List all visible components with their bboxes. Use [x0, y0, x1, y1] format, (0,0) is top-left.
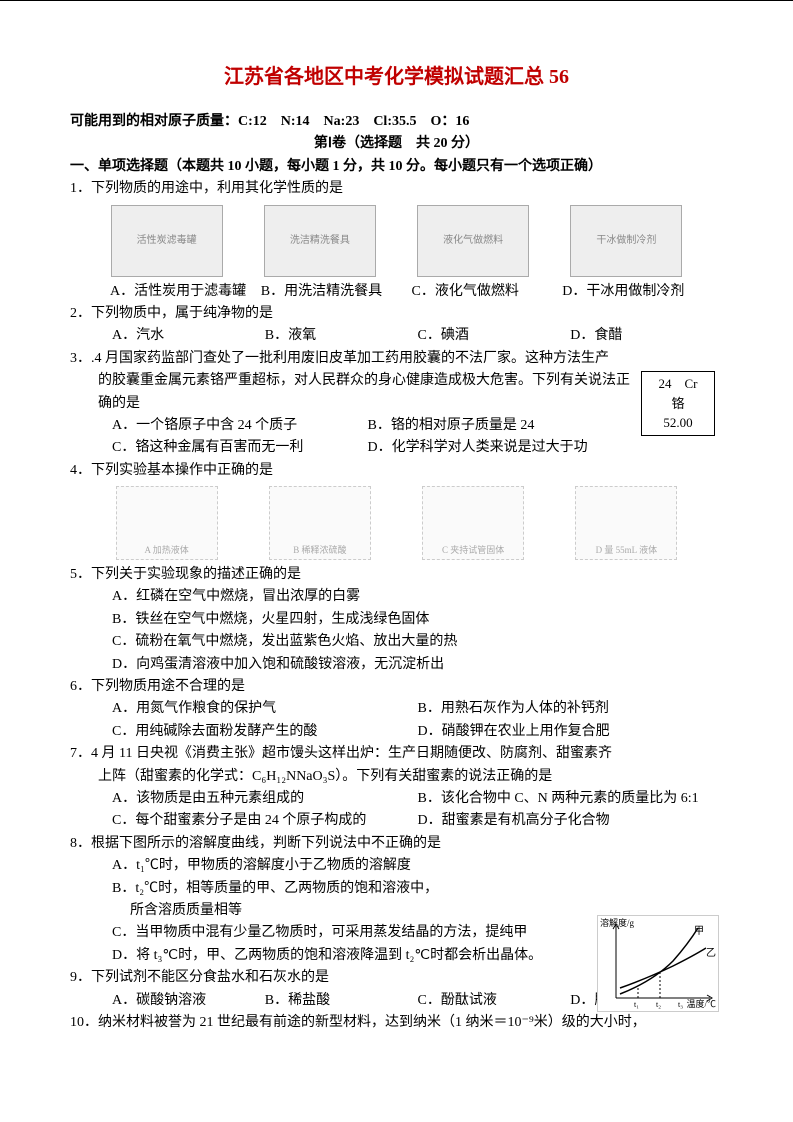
q3-line1: 3．.4 月国家药监部门查处了一批利用废旧皮革加工药用胶囊的不法厂家。这种方法生… [70, 348, 723, 370]
q2-opt-a: A．汽水 [112, 325, 265, 347]
part1-heading: 一、单项选择题（本题共 10 小题，每小题 1 分，共 10 分。每小题只有一个… [70, 156, 723, 178]
q6-row2: C．用纯碱除去面粉发酵产生的酸 D．硝酸钾在农业上用作复合肥 [70, 721, 723, 743]
q4-diagram-a: A 加热液体 [116, 486, 218, 560]
q7-line2: 上阵（甜蜜素的化学式：C₆H₁₂NNaO₃S）。下列有关甜蜜素的说法正确的是 [70, 766, 723, 788]
main-title: 江苏省各地区中考化学模拟试题汇总 56 [70, 61, 723, 93]
chart-y-label: 溶解度/g [600, 916, 634, 930]
svg-text:t₃: t₃ [678, 1000, 683, 1009]
q1-options: A．活性炭用于滤毒罐 B．用洗洁精洗餐具 C．液化气做燃料 D．干冰用做制冷剂 [70, 281, 723, 303]
q9-opt-b: B．稀盐酸 [265, 990, 418, 1012]
q3-opt-c: C．铬这种金属有百害而无一利 [112, 437, 368, 459]
q4-diagram-row: A 加热液体 B 稀释浓硫酸 C 夹持试管固体 D 量 55mL 液体 [90, 486, 703, 560]
q4-diagram-c: C 夹持试管固体 [422, 486, 524, 560]
chromium-info-box: 24 Cr 铬 52.00 [641, 371, 715, 436]
q5-opt-b: B．铁丝在空气中燃烧，火星四射，生成浅绿色固体 [70, 609, 723, 631]
q6-opt-c: C．用纯碱除去面粉发酵产生的酸 [112, 721, 418, 743]
q8-opt-b1: B．t₂℃时，相等质量的甲、乙两物质的饱和溶液中， [70, 878, 723, 900]
cr-top: 24 Cr [646, 374, 710, 394]
q1-image-row: 活性炭滤毒罐 洗洁精洗餐具 液化气做燃料 干冰做制冷剂 [90, 205, 703, 277]
q7-opt-b: B．该化合物中 C、N 两种元素的质量比为 6:1 [418, 788, 724, 810]
q2-opt-d: D．食醋 [570, 325, 723, 347]
q2-options: A．汽水 B．液氧 C．碘酒 D．食醋 [70, 325, 723, 347]
q4-stem: 4．下列实验基本操作中正确的是 [70, 460, 723, 482]
chart-series-b: 乙 [706, 946, 716, 962]
q3-line3: 确的是 [70, 393, 723, 415]
q6-opt-d: D．硝酸钾在农业上用作复合肥 [418, 721, 724, 743]
q1-opt-b: B．用洗洁精洗餐具 [261, 281, 412, 303]
q7-row1: A．该物质是由五种元素组成的 B．该化合物中 C、N 两种元素的质量比为 6:1 [70, 788, 723, 810]
q1-opt-d: D．干冰用做制冷剂 [562, 281, 713, 303]
section-label: 第Ⅰ卷（选择题 共 20 分） [70, 133, 723, 155]
q5-opt-d: D．向鸡蛋清溶液中加入饱和硫酸铵溶液，无沉淀析出 [70, 654, 723, 676]
q6-opt-b: B．用熟石灰作为人体的补钙剂 [418, 698, 724, 720]
q3-opt-d: D．化学科学对人类来说是过大于功 [368, 437, 724, 459]
q1-stem: 1．下列物质的用途中，利用其化学性质的是 [70, 178, 723, 200]
q2-opt-b: B．液氧 [265, 325, 418, 347]
q1-image-c: 液化气做燃料 [417, 205, 529, 277]
q2-opt-c: C．碘酒 [418, 325, 571, 347]
q9-opt-a: A．碳酸钠溶液 [112, 990, 265, 1012]
q3-row2: C．铬这种金属有百害而无一利 D．化学科学对人类来说是过大于功 [70, 437, 723, 459]
atomic-mass: 可能用到的相对原子质量：C:12 N:14 Na:23 Cl:35.5 O：16 [70, 111, 723, 133]
chart-series-a: 甲 [694, 924, 704, 940]
q2-stem: 2．下列物质中，属于纯净物的是 [70, 303, 723, 325]
q6-row1: A．用氮气作粮食的保护气 B．用熟石灰作为人体的补钙剂 [70, 698, 723, 720]
q7-row2: C．每个甜蜜素分子是由 24 个原子构成的 D．甜蜜素是有机高分子化合物 [70, 810, 723, 832]
q6-opt-a: A．用氮气作粮食的保护气 [112, 698, 418, 720]
q5-opt-a: A．红磷在空气中燃烧，冒出浓厚的白雾 [70, 586, 723, 608]
q8-opt-a: A．t₁℃时，甲物质的溶解度小于乙物质的溶解度 [70, 855, 723, 877]
q7-opt-a: A．该物质是由五种元素组成的 [112, 788, 418, 810]
q6-stem: 6．下列物质用途不合理的是 [70, 676, 723, 698]
q8-stem: 8．根据下图所示的溶解度曲线，判断下列说法中不正确的是 [70, 833, 723, 855]
cr-bot: 52.00 [646, 413, 710, 433]
q1-image-d: 干冰做制冷剂 [570, 205, 682, 277]
q1-opt-a: A．活性炭用于滤毒罐 [110, 281, 261, 303]
q1-opt-c: C．液化气做燃料 [412, 281, 563, 303]
q5-opt-c: C．硫粉在氧气中燃烧，发出蓝紫色火焰、放出大量的热 [70, 631, 723, 653]
cr-mid: 铬 [646, 394, 710, 414]
q9-opt-c: C．酚酞试液 [418, 990, 571, 1012]
q4-diagram-b: B 稀释浓硫酸 [269, 486, 371, 560]
svg-text:t₁: t₁ [634, 1000, 639, 1009]
q7-opt-c: C．每个甜蜜素分子是由 24 个原子构成的 [112, 810, 418, 832]
solubility-chart: t₁ t₂ t₃ 溶解度/g 温度/℃ 甲 乙 [597, 915, 719, 1012]
q3-opt-a: A．一个铬原子中含 24 个质子 [112, 415, 368, 437]
q1-image-a: 活性炭滤毒罐 [111, 205, 223, 277]
q10-stem: 10．纳米材料被誉为 21 世纪最有前途的新型材料，达到纳米（1 纳米＝10⁻⁹… [70, 1012, 723, 1034]
q3-row1: A．一个铬原子中含 24 个质子 B．铬的相对原子质量是 24 [70, 415, 723, 437]
q4-diagram-d: D 量 55mL 液体 [575, 486, 677, 560]
q5-stem: 5．下列关于实验现象的描述正确的是 [70, 564, 723, 586]
q7-line1: 7．4 月 11 日央视《消费主张》超市馒头这样出炉：生产日期随便改、防腐剂、甜… [70, 743, 723, 765]
q3-line2: 的胶囊重金属元素铬严重超标，对人民群众的身心健康造成极大危害。下列有关说法正 [70, 370, 723, 392]
svg-text:t₂: t₂ [656, 1000, 661, 1009]
q7-opt-d: D．甜蜜素是有机高分子化合物 [418, 810, 724, 832]
q1-image-b: 洗洁精洗餐具 [264, 205, 376, 277]
chart-x-label: 温度/℃ [686, 997, 716, 1011]
